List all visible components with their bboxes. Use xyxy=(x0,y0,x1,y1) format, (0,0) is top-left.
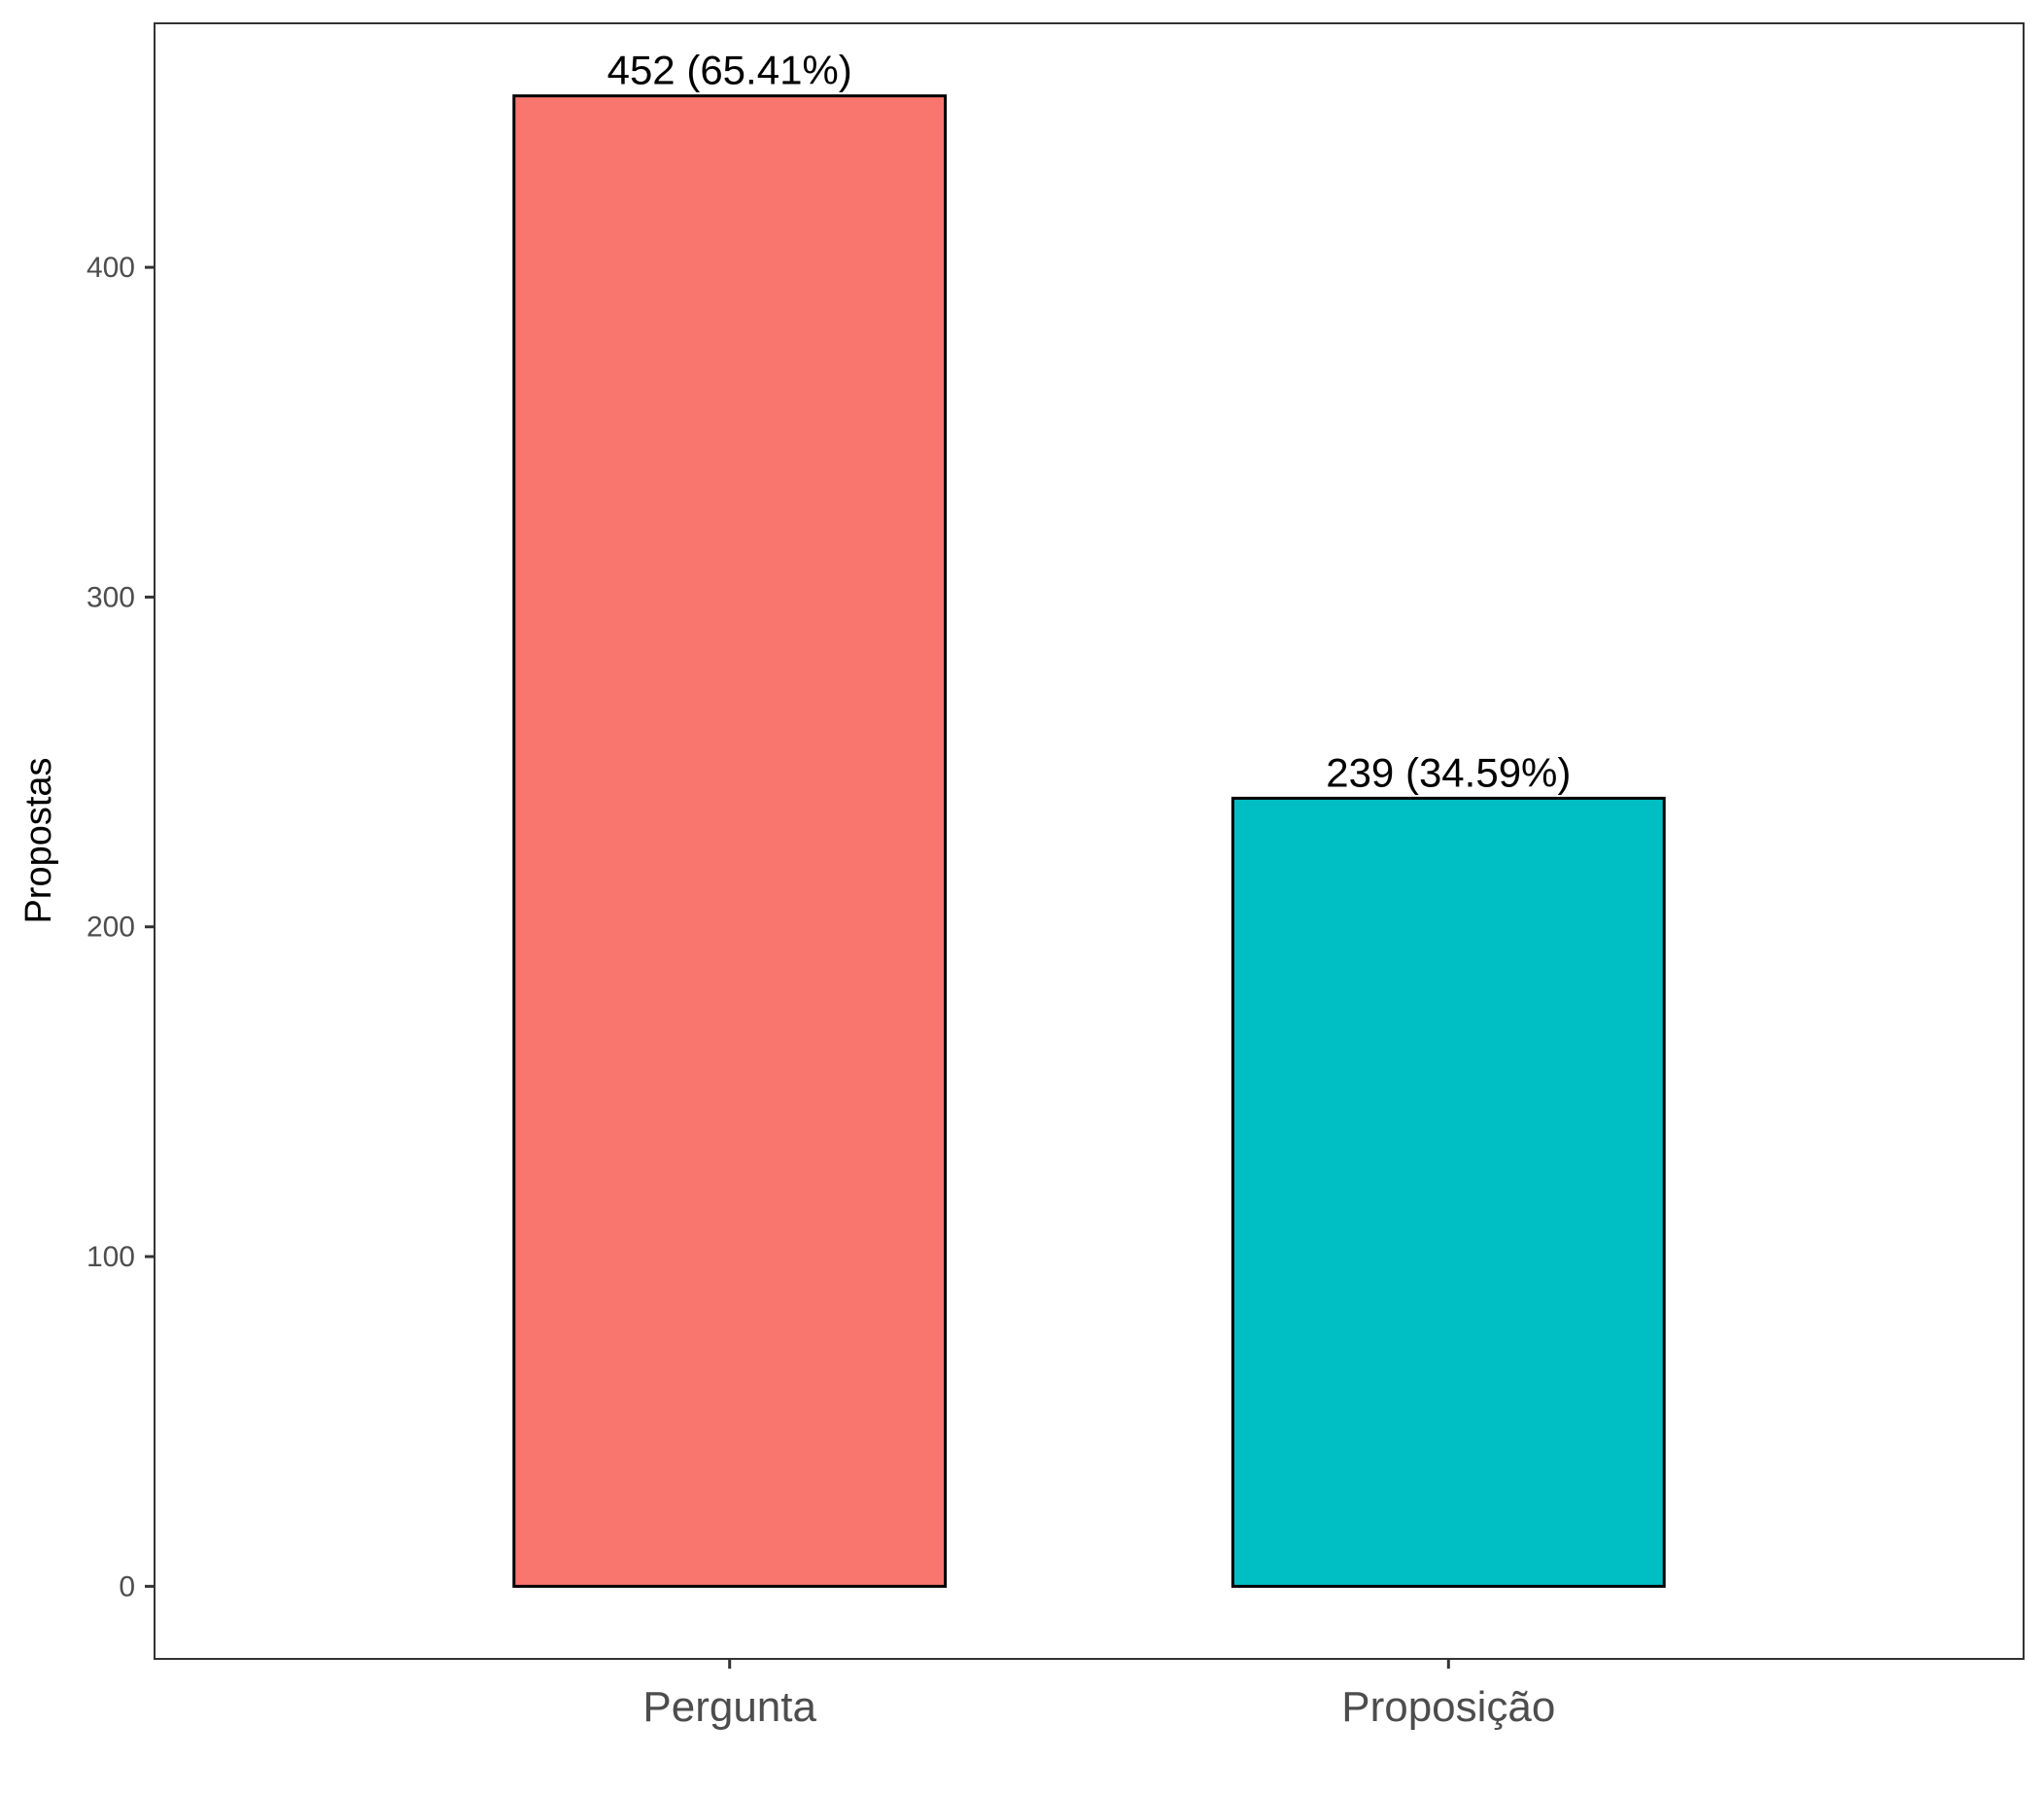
y-tick-label: 300 xyxy=(87,581,135,613)
plot-panel-border xyxy=(154,22,2025,1660)
y-tick-label: 200 xyxy=(87,912,135,944)
bar-pergunta xyxy=(512,94,948,1588)
y-axis: 0 100 200 300 400 xyxy=(87,252,155,1603)
y-tick-label: 400 xyxy=(87,252,135,284)
data-labels-layer: 452 (65.41%) 239 (34.59%) xyxy=(607,48,1572,796)
x-tick-label: Pergunta xyxy=(642,1683,816,1731)
x-axis: Pergunta Proposição xyxy=(642,1659,1555,1731)
y-axis-title: Propostas xyxy=(18,757,59,923)
bars-layer xyxy=(512,94,1666,1588)
x-tick-label: Proposição xyxy=(1341,1683,1555,1731)
data-label-proposição: 239 (34.59%) xyxy=(1326,749,1571,795)
bar-proposição xyxy=(1230,796,1666,1588)
y-tick-label: 0 xyxy=(119,1570,135,1603)
y-tick-label: 100 xyxy=(87,1241,135,1273)
data-label-pergunta: 452 (65.41%) xyxy=(607,48,852,93)
